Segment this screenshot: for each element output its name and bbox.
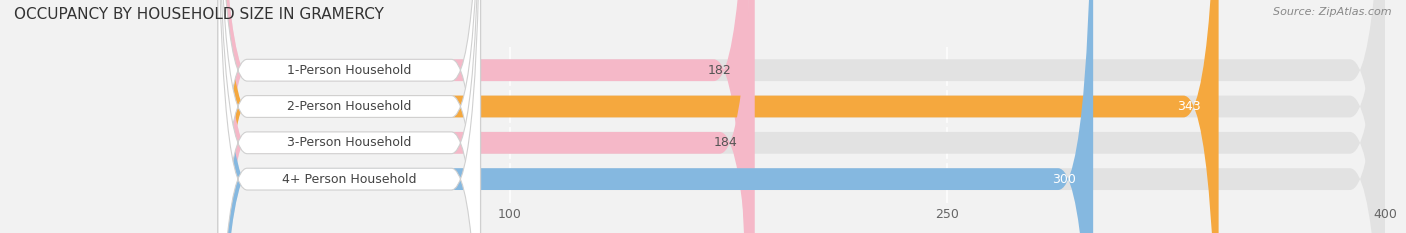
FancyBboxPatch shape [218,0,1385,233]
FancyBboxPatch shape [218,0,481,233]
Text: OCCUPANCY BY HOUSEHOLD SIZE IN GRAMERCY: OCCUPANCY BY HOUSEHOLD SIZE IN GRAMERCY [14,7,384,22]
Text: 2-Person Household: 2-Person Household [287,100,412,113]
FancyBboxPatch shape [218,0,481,233]
Text: Source: ZipAtlas.com: Source: ZipAtlas.com [1274,7,1392,17]
FancyBboxPatch shape [218,0,481,233]
FancyBboxPatch shape [218,0,749,233]
FancyBboxPatch shape [218,0,1385,233]
FancyBboxPatch shape [218,0,1385,233]
FancyBboxPatch shape [218,0,1094,233]
Text: 4+ Person Household: 4+ Person Household [283,173,416,186]
FancyBboxPatch shape [218,0,1219,233]
Text: 1-Person Household: 1-Person Household [287,64,412,77]
FancyBboxPatch shape [218,0,755,233]
FancyBboxPatch shape [218,0,481,233]
Text: 3-Person Household: 3-Person Household [287,136,412,149]
Text: 343: 343 [1177,100,1201,113]
FancyBboxPatch shape [218,0,1385,233]
Text: 184: 184 [713,136,737,149]
Text: 300: 300 [1052,173,1076,186]
Text: 182: 182 [707,64,731,77]
